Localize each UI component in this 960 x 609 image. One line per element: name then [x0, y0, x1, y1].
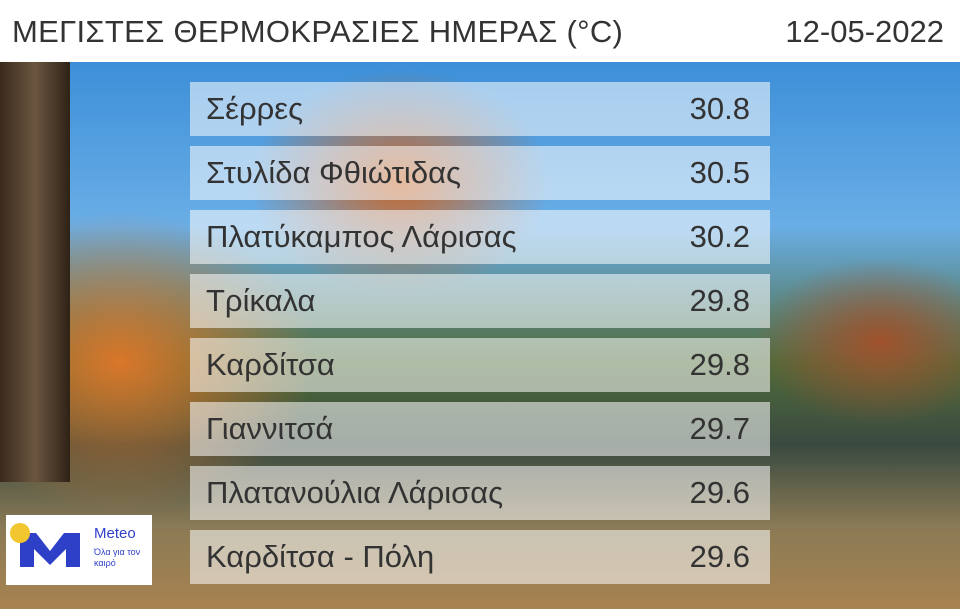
temperature-value: 29.6 — [689, 539, 750, 574]
header: ΜΕΓΙΣΤΕΣ ΘΕΡΜΟΚΡΑΣΙΕΣ ΗΜΕΡΑΣ (°C) 12-05-… — [0, 0, 960, 62]
temperature-value: 29.8 — [689, 283, 750, 318]
station-name: Καρδίτσα - Πόλη — [206, 539, 435, 574]
temperature-value: 29.6 — [689, 475, 750, 510]
list-item: Καρδίτσα 29.8 — [190, 338, 770, 392]
station-name: Τρίκαλα — [206, 283, 316, 318]
station-name: Καρδίτσα — [206, 347, 335, 382]
list-item: Καρδίτσα - Πόλη 29.6 — [190, 530, 770, 584]
temperature-value: 30.2 — [689, 219, 750, 254]
sun-icon — [10, 523, 30, 543]
temperature-value: 29.8 — [689, 347, 750, 382]
station-name: Πλατύκαμπος Λάρισας — [206, 219, 517, 254]
list-item: Γιαννιτσά 29.7 — [190, 402, 770, 456]
temperature-list: Σέρρες 30.8 Στυλίδα Φθιώτιδας 30.5 Πλατύκα… — [190, 82, 770, 594]
station-name: Σέρρες — [206, 91, 304, 126]
logo-brand: Meteo — [94, 525, 136, 542]
station-name: Πλατανούλια Λάρισας — [206, 475, 504, 510]
station-name: Στυλίδα Φθιώτιδας — [206, 155, 461, 190]
logo-tagline: Όλα για τον καιρό — [94, 547, 141, 568]
page-title: ΜΕΓΙΣΤΕΣ ΘΕΡΜΟΚΡΑΣΙΕΣ ΗΜΕΡΑΣ (°C) — [12, 14, 624, 49]
meteo-logo: Meteo Όλα για τον καιρό — [6, 515, 152, 585]
tree-trunk — [0, 62, 70, 482]
list-item: Τρίκαλα 29.8 — [190, 274, 770, 328]
date-label: 12-05-2022 — [785, 14, 944, 49]
station-name: Γιαννιτσά — [206, 411, 334, 446]
temperature-value: 30.5 — [689, 155, 750, 190]
temperature-value: 30.8 — [689, 91, 750, 126]
list-item: Στυλίδα Φθιώτιδας 30.5 — [190, 146, 770, 200]
list-item: Σέρρες 30.8 — [190, 82, 770, 136]
meteo-m-icon — [20, 533, 80, 567]
list-item: Πλατύκαμπος Λάρισας 30.2 — [190, 210, 770, 264]
temperature-value: 29.7 — [689, 411, 750, 446]
list-item: Πλατανούλια Λάρισας 29.6 — [190, 466, 770, 520]
